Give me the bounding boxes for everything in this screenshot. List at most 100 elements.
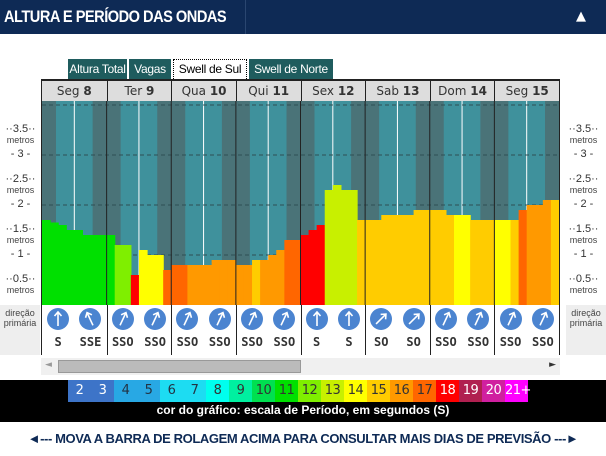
direction-indicator: SSO (497, 305, 525, 349)
direction-indicator: SSO (173, 305, 201, 349)
direction-indicator: S (335, 305, 363, 349)
legend-caption: cor do gráfico: escala de Período, em se… (156, 403, 450, 417)
direction-indicator: SO (367, 305, 395, 349)
legend-swatch: 10 (252, 380, 275, 402)
wave-bar (284, 240, 294, 305)
wave-bar (437, 210, 447, 305)
wave-bar (518, 210, 528, 305)
scrollbar-thumb[interactable] (58, 360, 301, 373)
direction-code: SO (406, 335, 421, 349)
direction-code: SSO (176, 335, 199, 349)
wave-bar (114, 245, 124, 305)
tab-vagas[interactable]: Vagas (129, 59, 171, 79)
axis-tick-label: ··3.5·· metros (568, 123, 599, 146)
wave-bar (340, 190, 350, 305)
direction-code: SSO (435, 335, 457, 349)
direction-arrow-icon (111, 308, 134, 330)
wave-bar (122, 245, 132, 305)
wave-bar (316, 225, 326, 305)
wave-bar (526, 205, 536, 305)
wave-bar (74, 230, 83, 305)
day-divider (300, 305, 302, 355)
direction-arrow-icon (370, 308, 393, 330)
scroll-right-icon[interactable]: ► (549, 360, 556, 370)
wave-bar (98, 235, 108, 305)
direction-code: S (313, 335, 321, 349)
day-divider (494, 305, 496, 355)
direction-code: SSO (273, 335, 296, 349)
legend-swatch: 20 (482, 380, 505, 402)
direction-indicator: SSO (206, 305, 234, 349)
direction-code: S (345, 335, 353, 349)
legend-swatch: 8 (206, 380, 229, 402)
direction-label-right: direção primária (566, 305, 606, 355)
wave-bar (106, 235, 116, 305)
direction-indicator: SSO (432, 305, 460, 349)
wave-bar (413, 210, 423, 305)
legend-swatch: 3 (91, 380, 114, 402)
axis-tick-label: ··3.5·· metros (5, 123, 36, 146)
triangle-up-icon[interactable]: ▲ (576, 9, 586, 24)
scroll-left-icon[interactable]: ◄ (45, 360, 52, 370)
direction-code: S (54, 335, 62, 349)
direction-code: SSO (241, 335, 263, 349)
direction-arrow-icon (337, 308, 360, 330)
wave-bar (389, 215, 399, 305)
wave-bar (348, 190, 358, 305)
legend-swatch: 18 (436, 380, 459, 402)
horizontal-scrollbar[interactable]: ◄ ► (41, 358, 560, 375)
wave-bar (243, 265, 253, 305)
axis-tick-label: - 1 - (573, 248, 594, 260)
day-header: Qua 10 (171, 81, 236, 101)
direction-indicator: SSE (76, 305, 104, 349)
day-header: Sab 13 (365, 81, 430, 101)
axis-tick-label: - 3 - (573, 148, 594, 160)
wave-bar (138, 250, 148, 305)
legend-swatch: 11 (275, 380, 298, 402)
wave-bar (486, 220, 495, 305)
wave-bar (470, 220, 479, 305)
direction-code: SSO (532, 335, 554, 349)
divider (245, 0, 246, 34)
legend-swatch: 17 (413, 380, 436, 402)
direction-arrow-icon (467, 308, 490, 330)
scroll-hint: ◄--- MOVA A BARRA DE ROLAGEM ACIMA PARA … (27, 431, 579, 446)
section-header: ALTURA E PERÍODO DAS ONDAS ▲ (0, 0, 606, 34)
day-header: Sex 12 (300, 81, 366, 101)
wave-bar (300, 235, 310, 305)
day-divider (235, 305, 237, 355)
day-divider (429, 305, 431, 355)
tab-altura-total[interactable]: Altura Total (68, 59, 127, 79)
day-header: Seg 8 (56, 84, 92, 98)
wave-bar (397, 215, 407, 305)
legend-swatch: 19 (459, 380, 482, 402)
direction-code: SSO (467, 335, 490, 349)
day-header: Seg 15 (494, 81, 559, 101)
wave-bar (373, 220, 382, 305)
wave-bar (227, 260, 237, 305)
axis-tick-label: - 1 - (10, 248, 31, 260)
wave-bar (381, 215, 390, 305)
wave-chart: Seg 8 Ter 9 Qua 10 Qui 11 Sex 12 Sab 13 Dom 14… (41, 79, 560, 355)
tab-swell-de-sul[interactable]: Swell de Sul (173, 59, 247, 79)
wave-bar (219, 260, 229, 305)
legend-swatch: 7 (183, 380, 206, 402)
wave-bar (534, 205, 544, 305)
legend-swatch: 16 (390, 380, 413, 402)
legend-swatch: 21+ (505, 380, 531, 402)
legend-swatch: 14 (344, 380, 367, 402)
wave-bar (365, 220, 374, 305)
wave-bar (252, 260, 261, 305)
wave-bar (357, 220, 366, 305)
wave-bar (550, 200, 559, 305)
wave-bar (147, 255, 156, 305)
direction-arrow-icon (208, 308, 231, 330)
legend-swatch: 4 (114, 380, 137, 402)
direction-arrow-icon (305, 308, 328, 330)
tab-swell-de-norte[interactable]: Swell de Norte (249, 59, 333, 79)
legend-swatch: 5 (137, 380, 160, 402)
direction-code: SSO (499, 335, 522, 349)
direction-arrow-icon (176, 308, 199, 330)
direction-arrow-icon (79, 308, 102, 330)
direction-indicator: S (303, 305, 331, 349)
